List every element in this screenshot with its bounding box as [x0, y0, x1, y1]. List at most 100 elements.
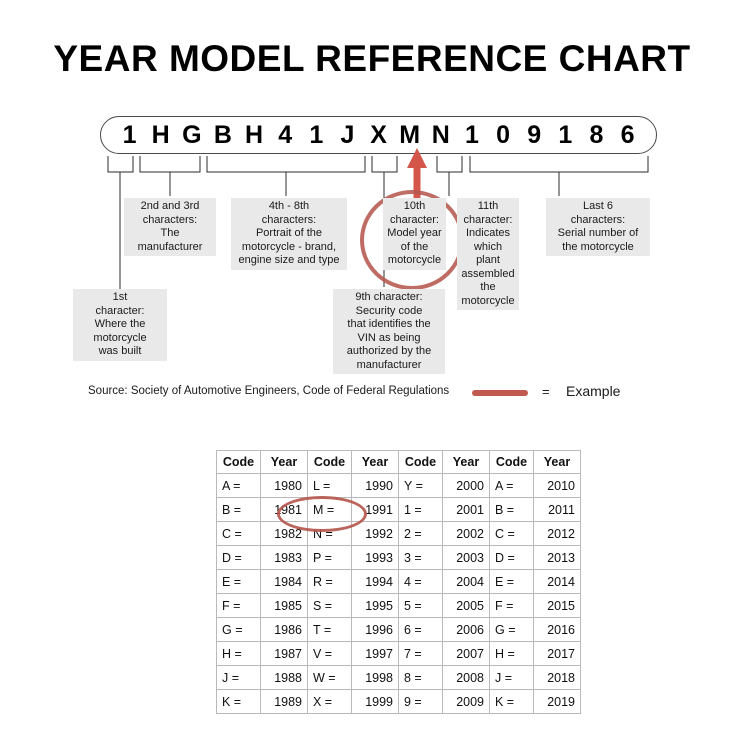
legend-example-label: Example — [566, 383, 621, 399]
cell-code-8-3: 7 = — [398, 641, 443, 666]
cell-code-8-2: V = — [307, 641, 352, 666]
callout-line: motorcycle — [387, 254, 442, 266]
cell-year-8-1: 1987 — [260, 641, 308, 666]
cell-code-6-4: F = — [489, 593, 534, 618]
vin-char-4: B — [213, 120, 232, 149]
vin-char-10: M — [399, 120, 421, 149]
cell-year-3-4: 2012 — [533, 521, 581, 546]
cell-year-10-4: 2019 — [533, 689, 581, 714]
vin-capsule — [100, 116, 657, 154]
vin-char-17: 6 — [620, 120, 635, 149]
cell-code-4-2: P = — [307, 545, 352, 570]
callout-line: of the — [400, 240, 429, 253]
callout-line: 11th — [477, 200, 499, 212]
th-year-1: Year — [260, 450, 308, 474]
cell-code-3-1: C = — [216, 521, 261, 546]
callout-line: 2nd and 3rd — [140, 200, 200, 212]
callout-fourth-eighth-characters: 4th - 8th characters: Portrait of the mo… — [231, 198, 347, 270]
vin-char-6: 4 — [278, 120, 293, 149]
cell-year-3-3: 2002 — [442, 521, 490, 546]
cell-year-7-1: 1986 — [260, 617, 308, 642]
vin-char-2: H — [151, 120, 170, 149]
callout-line: motorcycle — [461, 294, 515, 307]
cell-code-2-1: B = — [216, 497, 261, 522]
callout-line: character: — [390, 213, 439, 226]
cell-year-6-3: 2005 — [442, 593, 490, 618]
cell-code-9-1: J = — [216, 665, 261, 690]
cell-code-1-3: Y = — [398, 473, 443, 498]
cell-code-3-3: 2 = — [398, 521, 443, 546]
callout-line: characters: — [261, 213, 317, 226]
callout-first-character: 1st character: Where the motorcycle was … — [73, 289, 167, 361]
cell-year-9-1: 1988 — [260, 665, 308, 690]
cell-code-2-4: B = — [489, 497, 534, 522]
th-code-4: Code — [489, 450, 534, 474]
cell-year-2-3: 2001 — [442, 497, 490, 522]
callout-line: 4th - 8th — [268, 200, 310, 212]
cell-year-8-3: 2007 — [442, 641, 490, 666]
cell-year-8-4: 2017 — [533, 641, 581, 666]
cell-code-9-4: J = — [489, 665, 534, 690]
vin-char-15: 1 — [558, 120, 573, 149]
cell-year-1-4: 2010 — [533, 473, 581, 498]
year-code-table: Code Year Code Year Code Year Code Year … — [216, 450, 581, 714]
cell-code-6-2: S = — [307, 593, 352, 618]
cell-code-3-4: C = — [489, 521, 534, 546]
table-row: B = 1981 M = 1991 1 = 2001 B = 2011 — [216, 497, 581, 522]
cell-year-9-4: 2018 — [533, 665, 581, 690]
callout-line: which plant — [473, 240, 503, 267]
callout-line: engine size and type — [238, 254, 340, 266]
vin-char-16: 8 — [589, 120, 604, 149]
cell-code-10-3: 9 = — [398, 689, 443, 714]
cell-code-5-2: R = — [307, 569, 352, 594]
th-code-1: Code — [216, 450, 261, 474]
callout-line: The — [160, 227, 180, 239]
table-row: D = 1983 P = 1993 3 = 2003 D = 2013 — [216, 545, 581, 570]
th-year-4: Year — [533, 450, 581, 474]
cell-code-7-2: T = — [307, 617, 352, 642]
cell-code-6-1: F = — [216, 593, 261, 618]
cell-code-9-3: 8 = — [398, 665, 443, 690]
callout-line: Where the — [94, 318, 146, 330]
legend-equals: = — [542, 384, 550, 399]
cell-code-5-3: 4 = — [398, 569, 443, 594]
vin-char-3: G — [182, 120, 202, 149]
year-code-table-body: A = 1980 L = 1990 Y = 2000 A = 2010 B = 1981 M = 19… — [216, 473, 581, 714]
cell-code-8-1: H = — [216, 641, 261, 666]
callout-line: Indicates — [465, 227, 511, 239]
callout-line: characters: — [142, 213, 198, 226]
cell-year-1-2: 1990 — [351, 473, 399, 498]
table-row: F = 1985 S = 1995 5 = 2005 F = 2015 — [216, 593, 581, 618]
table-row: H = 1987 V = 1997 7 = 2007 H = 2017 — [216, 641, 581, 666]
table-row: C = 1982 N = 1992 2 = 2002 C = 2012 — [216, 521, 581, 546]
table-header-row: Code Year Code Year Code Year Code Year — [216, 450, 581, 474]
cell-year-1-1: 1980 — [260, 473, 308, 498]
callout-line: Model year — [387, 227, 442, 239]
cell-year-4-1: 1983 — [260, 545, 308, 570]
callout-line: assembled — [461, 267, 515, 280]
model-year-highlight-circle — [277, 496, 367, 532]
cell-code-4-1: D = — [216, 545, 261, 570]
cell-year-1-3: 2000 — [442, 473, 490, 498]
cell-year-2-4: 2011 — [533, 497, 581, 522]
callout-line: 9th character: — [355, 291, 423, 303]
callout-line: Portrait of the — [255, 227, 323, 239]
callout-line: Last 6 — [583, 200, 613, 212]
cell-year-4-4: 2013 — [533, 545, 581, 570]
cell-code-1-2: L = — [307, 473, 352, 498]
cell-code-10-4: K = — [489, 689, 534, 714]
callout-last-six-characters: Last 6 characters: Serial number of the … — [546, 198, 650, 256]
table-row: E = 1984 R = 1994 4 = 2004 E = 2014 — [216, 569, 581, 594]
th-year-3: Year — [442, 450, 490, 474]
cell-year-10-2: 1999 — [351, 689, 399, 714]
cell-code-7-3: 6 = — [398, 617, 443, 642]
page-title: YEAR MODEL REFERENCE CHART — [53, 38, 691, 79]
callout-line: VIN as being — [357, 331, 421, 344]
callout-line: characters: — [570, 213, 626, 226]
cell-year-6-1: 1985 — [260, 593, 308, 618]
callout-line: was built — [98, 345, 142, 357]
callout-tenth-character: 10th character: Model year of the motorc… — [383, 198, 446, 270]
th-code-2: Code — [307, 450, 352, 474]
cell-year-5-3: 2004 — [442, 569, 490, 594]
